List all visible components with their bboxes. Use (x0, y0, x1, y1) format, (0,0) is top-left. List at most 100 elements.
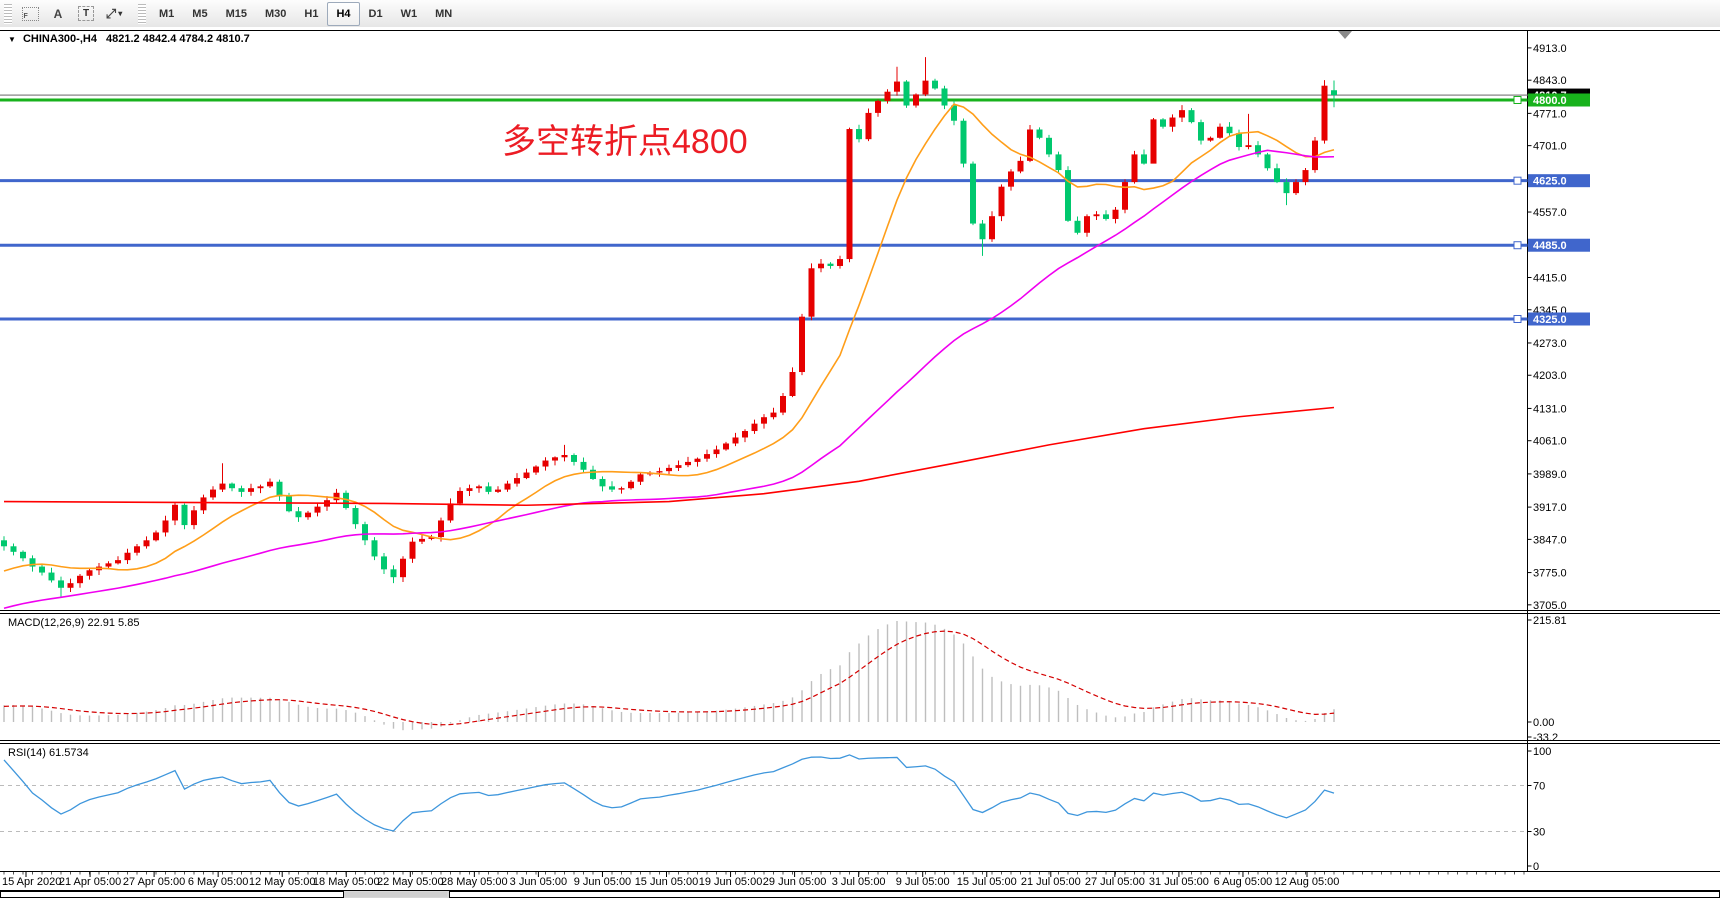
chart-title-ohlc: 4821.2 4842.4 4784.2 4810.7 (106, 33, 250, 45)
price-tick-label: 3705.0 (1533, 600, 1567, 612)
candle (115, 560, 121, 564)
timeframe-button-mn[interactable]: MN (435, 7, 453, 20)
price-tick-label: 4557.0 (1533, 207, 1567, 219)
candle (134, 546, 140, 553)
candle (162, 520, 169, 533)
candle (1, 540, 7, 547)
candle (1283, 182, 1290, 194)
candle (1141, 154, 1147, 164)
candle (1255, 145, 1261, 155)
rsi-indicator-label: RSI(14) 61.5734 (8, 747, 89, 759)
candle (409, 541, 416, 559)
crosshair-grid-tool-button[interactable]: F (17, 2, 43, 26)
candle (1036, 129, 1043, 138)
text-annotation-tool-button[interactable]: A (45, 2, 71, 26)
candle (1331, 90, 1337, 96)
candle (951, 105, 957, 121)
price-tick-label: 0 (1533, 861, 1539, 873)
candle (276, 481, 283, 497)
candle (1198, 122, 1204, 141)
chevron-down-icon: ▼ (8, 35, 16, 44)
price-tick-label: 3775.0 (1533, 568, 1567, 580)
price-tick-label: 4843.0 (1533, 75, 1567, 87)
candle (267, 481, 273, 487)
candle (10, 546, 17, 552)
candle (533, 466, 539, 473)
level-line-handle[interactable] (1513, 314, 1522, 323)
rsi-line (3, 754, 1335, 832)
scrollbar-segment-left[interactable] (0, 891, 344, 898)
level-line-handle[interactable] (1513, 176, 1522, 185)
price-tick-label: 0.00 (1533, 717, 1554, 729)
toolbar-grip-2[interactable] (138, 3, 146, 24)
time-tick-label: 31 Jul 05:00 (1149, 876, 1209, 888)
timeframe-button-m15[interactable]: M15 (225, 7, 247, 20)
price-tick-label: 4913.0 (1533, 43, 1567, 55)
candle (1074, 220, 1081, 233)
chart-canvas: 4913.04843.04771.04701.04557.04415.04345… (0, 27, 1720, 898)
arrow-objects-tool-button[interactable]: ⤢ ▾ (101, 2, 127, 26)
scrollbar-thumb[interactable] (344, 892, 447, 897)
candle (894, 81, 900, 92)
timeframe-button-w1[interactable]: W1 (400, 7, 418, 20)
time-tick-label: 21 Apr 05:00 (59, 876, 121, 888)
candle (1207, 137, 1214, 141)
candle (932, 80, 938, 89)
candle (457, 490, 463, 504)
candle (1245, 145, 1252, 148)
candle (419, 538, 425, 542)
candle (884, 91, 891, 101)
candle (485, 486, 492, 492)
chart-shift-marker-icon[interactable] (1338, 31, 1352, 39)
time-tick-label: 28 May 05:00 (441, 876, 508, 888)
time-tick-label: 15 Jul 05:00 (957, 876, 1017, 888)
price-tick-label: 3847.0 (1533, 534, 1567, 546)
crosshair-grid-icon: F (21, 6, 39, 21)
timeframe-button-m30[interactable]: M30 (264, 7, 287, 20)
candle (941, 88, 948, 106)
candle (808, 268, 815, 317)
top-toolbar: F A T ⤢ ▾ M1 M5 M15 M30 H1 H4 D1 W1 MN (0, 0, 1720, 28)
time-tick-label: 3 Jun 05:00 (510, 876, 568, 888)
level-line-handle[interactable] (1513, 241, 1522, 250)
price-tick-label: 4485.0 (1533, 240, 1567, 252)
candle (666, 467, 672, 472)
candle (390, 569, 397, 578)
candle (248, 488, 254, 492)
scrollbar-segment-right[interactable] (449, 891, 1720, 898)
candle (343, 492, 349, 509)
candle (561, 455, 568, 458)
candle (476, 486, 482, 489)
candle (856, 129, 862, 140)
price-tick-label: 4273.0 (1533, 338, 1567, 350)
time-tick-label: 27 Apr 05:00 (123, 876, 185, 888)
timeframe-button-d1[interactable]: D1 (368, 7, 383, 20)
level-line-handle[interactable] (1513, 96, 1522, 104)
candle (837, 259, 843, 266)
timeframe-button-h4[interactable]: H4 (327, 1, 360, 26)
candle (1264, 154, 1271, 169)
price-tick-label: 4800.0 (1533, 95, 1567, 107)
candle (286, 496, 292, 512)
candle (780, 395, 786, 413)
candle (723, 443, 729, 450)
price-tick-label: 30 (1533, 827, 1545, 839)
candle (1160, 119, 1166, 127)
candle (86, 570, 93, 576)
candle (523, 472, 530, 479)
candle (571, 455, 577, 462)
timeframe-button-m1[interactable]: M1 (159, 7, 175, 20)
horizontal-scrollbar[interactable] (0, 891, 1720, 898)
toolbar-grip[interactable] (4, 3, 12, 24)
candle (1236, 133, 1242, 148)
price-axis: 4913.04843.04771.04701.04557.04415.04345… (1527, 43, 1590, 873)
text-box-tool-button[interactable]: T (73, 2, 99, 26)
timeframe-button-m5[interactable]: M5 (192, 7, 208, 20)
price-annotation-text[interactable]: 多空转折点4800 (502, 123, 748, 161)
candle (1055, 154, 1062, 171)
timeframe-button-h1[interactable]: H1 (304, 7, 319, 20)
candle (1093, 214, 1100, 217)
price-tick-label: -33.2 (1533, 732, 1558, 744)
candle (1065, 170, 1071, 221)
candle (1302, 170, 1309, 183)
